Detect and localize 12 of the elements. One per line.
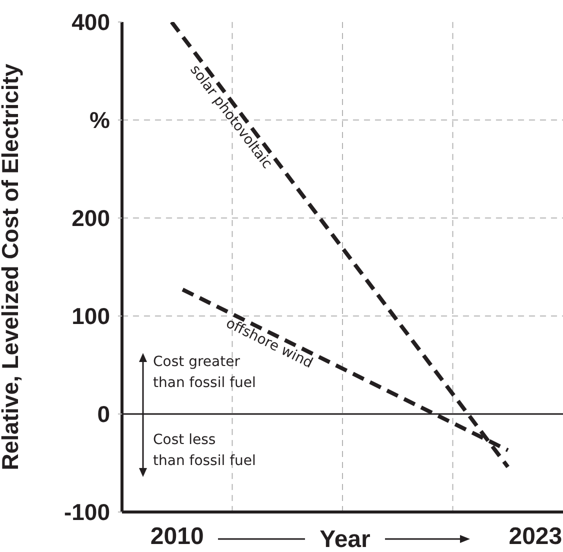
y-tick-label: 0 (97, 401, 110, 427)
y-tick-label: % (90, 107, 110, 133)
y-tick-label: 100 (72, 303, 110, 329)
x-tick-label: 2023 (508, 523, 562, 550)
annotation: Cost greater than fossil fuel (153, 354, 256, 391)
x-axis-title: Year (320, 526, 370, 552)
annotation: Cost less than fossil fuel (153, 432, 256, 469)
y-tick-label: -100 (64, 499, 110, 525)
x-tick-label: 2010 (150, 523, 204, 550)
y-tick-label: 200 (72, 205, 110, 231)
y-tick-label: 400 (72, 9, 110, 35)
y-axis-title: Relative, Levelized Cost of Electricity (0, 64, 24, 470)
